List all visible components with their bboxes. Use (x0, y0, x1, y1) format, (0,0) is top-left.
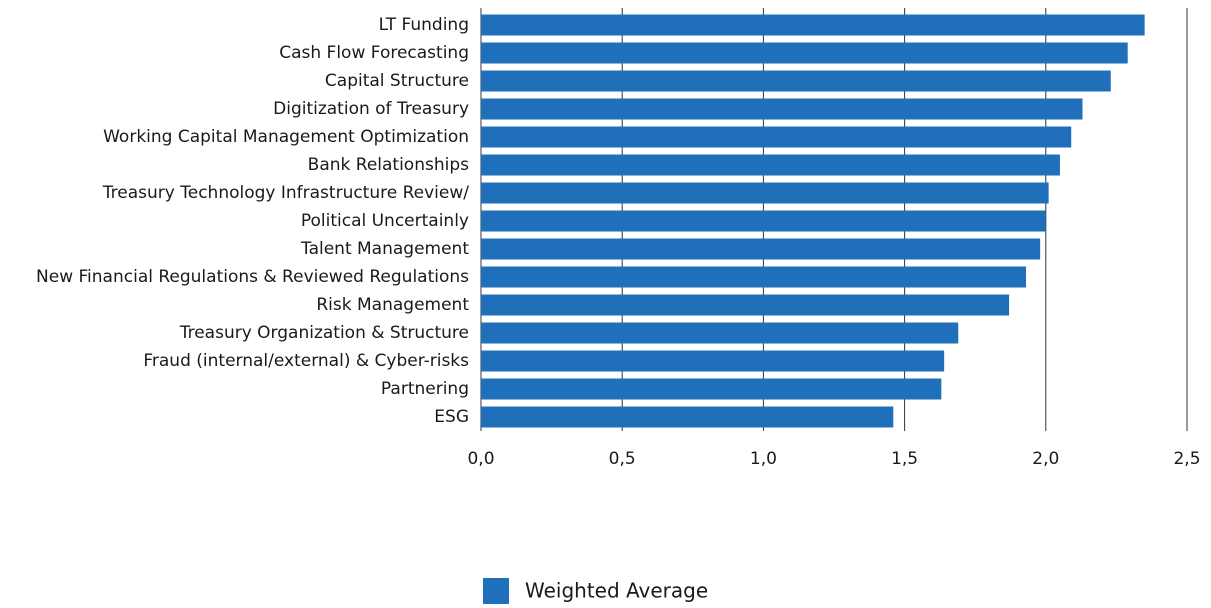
legend-label: Weighted Average (525, 579, 708, 603)
bar (481, 238, 1041, 260)
bar (481, 70, 1111, 92)
bar (481, 42, 1128, 64)
bar (481, 406, 894, 428)
x-tick-label: 2,0 (1032, 449, 1059, 469)
y-tick-label: Political Uncertainly (301, 211, 469, 231)
x-tick-label: 0,5 (609, 449, 636, 469)
y-tick-label: Partnering (381, 379, 469, 399)
y-tick-label: Treasury Organization & Structure (179, 323, 469, 343)
y-tick-label: ESG (434, 407, 469, 427)
bar (481, 266, 1027, 288)
bar (481, 182, 1049, 204)
bar (481, 350, 945, 372)
y-tick-label: Digitization of Treasury (273, 99, 469, 119)
y-tick-label: Talent Management (300, 239, 469, 259)
y-tick-label: Working Capital Management Optimization (103, 127, 469, 147)
bar (481, 126, 1072, 148)
bar (481, 14, 1145, 36)
bar (481, 154, 1060, 176)
bar (481, 378, 942, 400)
legend-swatch (483, 578, 509, 604)
x-tick-label: 0,0 (467, 449, 494, 469)
y-tick-label: New Financial Regulations & Reviewed Reg… (36, 267, 469, 287)
y-tick-label: Fraud (internal/external) & Cyber-risks (143, 351, 469, 371)
x-tick-label: 1,5 (891, 449, 918, 469)
y-tick-label: Cash Flow Forecasting (279, 43, 469, 63)
y-tick-label: Capital Structure (325, 71, 469, 91)
bar (481, 210, 1046, 232)
x-tick-label: 2,5 (1173, 449, 1200, 469)
bar (481, 322, 959, 344)
y-tick-label: LT Funding (379, 15, 469, 35)
y-tick-label: Bank Relationships (308, 155, 469, 175)
bar (481, 294, 1010, 316)
y-tick-label: Risk Management (316, 295, 469, 315)
bar (481, 98, 1083, 120)
x-tick-label: 1,0 (750, 449, 777, 469)
y-tick-label: Treasury Technology Infrastructure Revie… (102, 183, 469, 203)
